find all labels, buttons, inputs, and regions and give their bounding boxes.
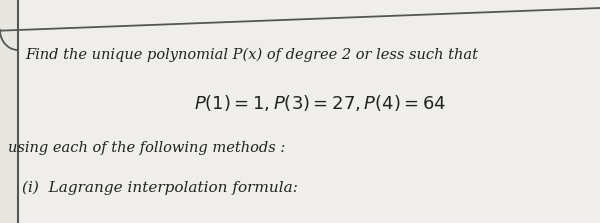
Text: $P(1) = 1, P(3) = 27, P(4) = 64$: $P(1) = 1, P(3) = 27, P(4) = 64$ <box>194 93 446 113</box>
Text: Find the unique polynomial P(x) of degree 2 or less such that: Find the unique polynomial P(x) of degre… <box>25 48 478 62</box>
Text: (i)  Lagrange interpolation formula:: (i) Lagrange interpolation formula: <box>22 181 298 195</box>
Text: using each of the following methods :: using each of the following methods : <box>8 141 285 155</box>
